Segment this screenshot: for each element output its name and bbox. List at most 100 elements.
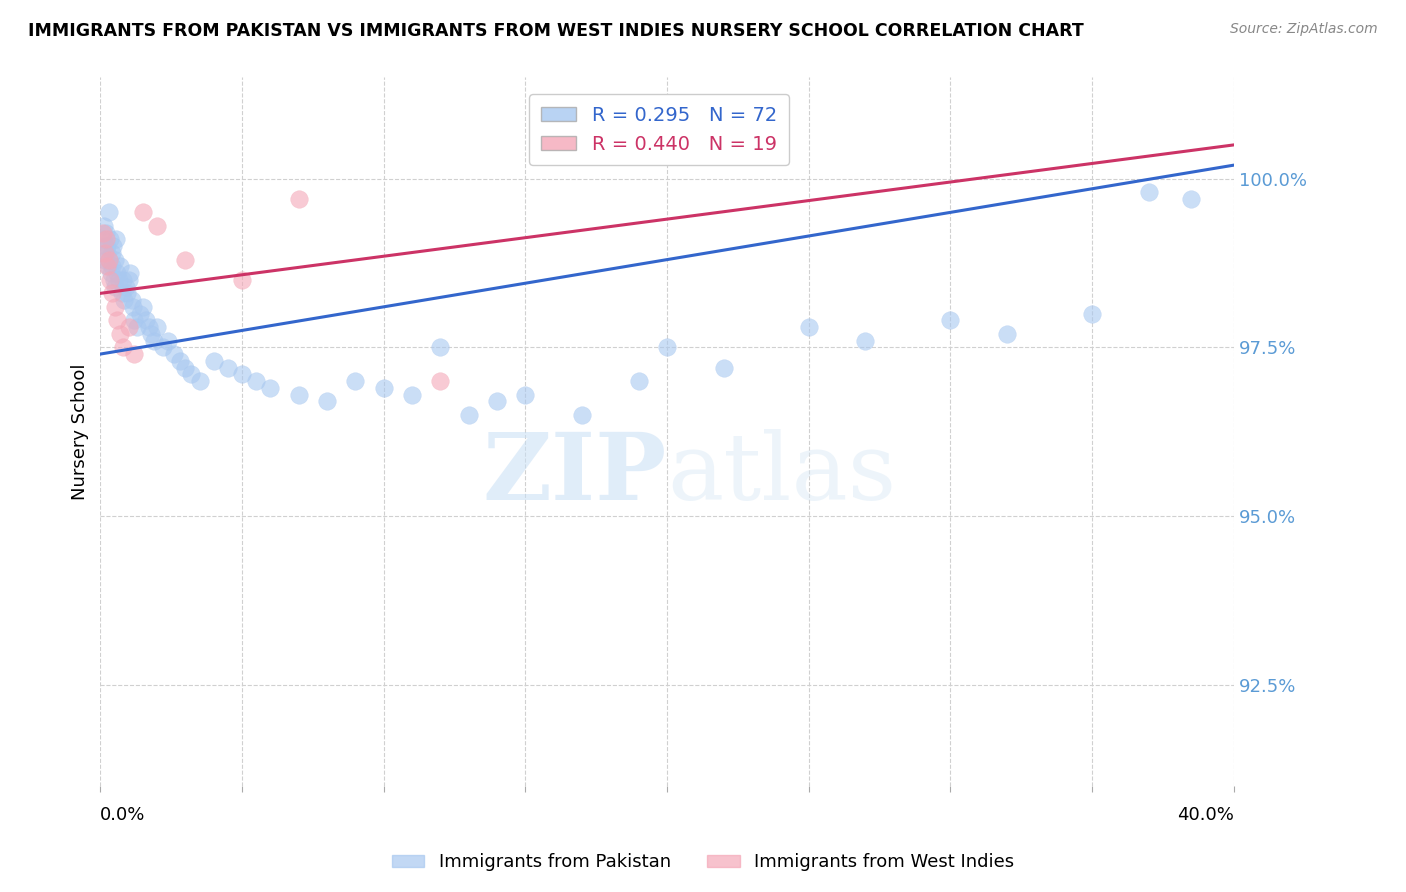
Legend: Immigrants from Pakistan, Immigrants from West Indies: Immigrants from Pakistan, Immigrants fro… [385,847,1021,879]
Point [157,334,180,348]
Point [103,300,125,314]
Point [1180,192,1202,206]
Point [100,286,122,301]
Point [429,340,451,354]
Point [401,387,423,401]
Point [129,307,152,321]
Point [105,313,128,327]
Point [111,273,134,287]
Point [316,394,339,409]
Point [104,279,127,293]
Point [202,353,225,368]
Text: 40.0%: 40.0% [1177,806,1234,824]
Point [96,239,118,253]
Point [132,300,155,314]
Text: IMMIGRANTS FROM PAKISTAN VS IMMIGRANTS FROM WEST INDIES NURSERY SCHOOL CORRELATI: IMMIGRANTS FROM PAKISTAN VS IMMIGRANTS F… [28,22,1084,40]
Point [132,205,155,219]
Point [98,205,121,219]
Point [287,192,309,206]
Point [127,320,149,334]
Point [1137,185,1160,199]
Point [655,340,678,354]
Point [135,313,157,327]
Point [114,293,136,307]
Point [124,347,146,361]
Point [94,252,117,267]
Point [94,232,117,246]
Point [344,374,367,388]
Point [97,252,120,267]
Point [101,239,124,253]
Point [457,408,479,422]
Point [97,252,120,267]
Point [143,334,166,348]
Point [91,226,114,240]
Point [138,320,160,334]
Point [188,374,211,388]
Point [259,381,281,395]
Point [108,260,131,274]
Point [105,266,128,280]
Point [108,326,131,341]
Point [107,273,129,287]
Point [486,394,509,409]
Point [231,273,253,287]
Point [217,360,239,375]
Point [97,260,120,274]
Point [103,252,125,267]
Point [115,279,138,293]
Point [100,266,122,280]
Point [627,374,650,388]
Point [98,232,121,246]
Point [124,313,146,327]
Point [231,368,253,382]
Y-axis label: Nursery School: Nursery School [72,363,89,500]
Point [117,286,139,301]
Point [98,273,121,287]
Text: atlas: atlas [666,429,896,519]
Point [939,313,962,327]
Point [152,340,174,354]
Point [103,273,125,287]
Point [104,232,127,246]
Point [111,340,134,354]
Point [571,408,593,422]
Point [122,300,145,314]
Point [96,245,118,260]
Point [180,368,202,382]
Point [1081,307,1104,321]
Point [287,387,309,401]
Point [174,360,197,375]
Point [174,252,197,267]
Point [797,320,820,334]
Point [101,260,124,274]
Point [91,232,114,246]
Point [110,286,132,301]
Legend: R = 0.295   N = 72, R = 0.440   N = 19: R = 0.295 N = 72, R = 0.440 N = 19 [530,95,789,165]
Text: 0.0%: 0.0% [100,806,146,824]
Text: ZIP: ZIP [482,429,666,519]
Point [146,219,169,233]
Point [93,239,115,253]
Point [713,360,735,375]
Point [245,374,267,388]
Point [855,334,877,348]
Point [93,245,115,260]
Point [515,387,537,401]
Point [118,273,141,287]
Point [429,374,451,388]
Point [118,320,141,334]
Point [146,320,169,334]
Point [93,219,115,233]
Point [141,326,163,341]
Point [163,347,186,361]
Point [373,381,395,395]
Point [96,260,118,274]
Point [995,326,1018,341]
Point [94,226,117,240]
Point [100,245,122,260]
Point [169,353,191,368]
Text: Source: ZipAtlas.com: Source: ZipAtlas.com [1230,22,1378,37]
Point [120,266,142,280]
Point [121,293,143,307]
